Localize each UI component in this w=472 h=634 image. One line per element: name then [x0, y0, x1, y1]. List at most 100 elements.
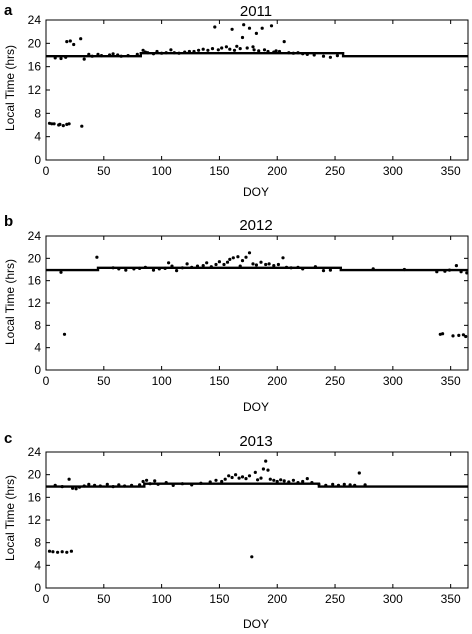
data-point — [357, 471, 361, 475]
data-point — [105, 482, 109, 486]
data-point — [132, 267, 136, 271]
data-point — [236, 255, 240, 259]
panel-letter: a — [4, 2, 13, 19]
data-point — [267, 262, 271, 266]
data-point — [155, 49, 159, 54]
x-tick-label: 0 — [43, 374, 50, 388]
data-point — [82, 484, 86, 488]
x-tick-label: 350 — [441, 592, 461, 606]
data-point — [201, 264, 205, 268]
baseline-series — [46, 52, 468, 58]
data-point — [247, 474, 252, 478]
data-point — [336, 483, 341, 487]
data-point — [268, 477, 272, 481]
data-point — [301, 479, 305, 484]
data-point — [220, 479, 224, 484]
data-point — [459, 270, 463, 274]
data-point — [310, 481, 314, 485]
data-point — [240, 475, 245, 479]
data-point — [227, 474, 231, 478]
data-point — [153, 479, 157, 483]
data-point — [192, 49, 196, 54]
data-point — [252, 48, 256, 52]
data-point — [461, 333, 465, 337]
data-point — [143, 265, 147, 269]
y-tick-label: 24 — [28, 13, 42, 27]
data-point — [77, 485, 82, 489]
data-point — [164, 481, 168, 485]
data-point — [170, 264, 174, 268]
data-point — [234, 473, 238, 477]
data-point — [64, 55, 68, 59]
x-tick-label: 300 — [383, 164, 403, 178]
data-point — [210, 47, 215, 51]
data-point — [269, 24, 274, 28]
data-point — [190, 265, 194, 269]
data-point — [60, 550, 64, 554]
data-point — [261, 467, 265, 471]
data-point — [244, 477, 248, 481]
data-point — [321, 54, 326, 58]
y-axis-label: Local Time (hrs) — [3, 259, 17, 345]
chart-title: 2011 — [240, 3, 272, 20]
data-point — [190, 483, 194, 487]
data-point — [335, 54, 339, 58]
data-point — [172, 51, 176, 55]
data-point — [96, 52, 100, 57]
x-axis-label: DOY — [243, 617, 269, 631]
data-point — [275, 479, 279, 484]
y-axis-label: Local Time (hrs) — [3, 475, 17, 561]
data-point — [225, 260, 230, 264]
y-tick-label: 24 — [28, 229, 42, 243]
data-point — [443, 269, 447, 273]
data-point — [95, 255, 99, 259]
data-point — [185, 262, 189, 266]
baseline-series — [46, 266, 468, 272]
baseline-series — [46, 482, 468, 488]
data-point — [232, 48, 237, 52]
data-point — [164, 51, 168, 55]
data-point — [313, 265, 317, 269]
data-point — [287, 480, 291, 484]
y-tick-label: 16 — [28, 490, 42, 504]
panel-a: a 2011 DOY Local Time (hrs) 0 4 8 12 16 20 24 0… — [3, 2, 469, 199]
data-point — [74, 487, 78, 491]
x-tick-label: 150 — [209, 164, 229, 178]
data-point — [171, 483, 175, 487]
data-point — [348, 483, 352, 487]
data-point — [67, 122, 71, 126]
data-point — [305, 52, 309, 57]
data-point — [156, 482, 160, 486]
data-point — [87, 482, 91, 486]
data-point — [247, 251, 252, 255]
data-point — [87, 52, 91, 57]
data-point — [441, 332, 445, 336]
data-point — [237, 476, 241, 480]
data-point — [257, 49, 261, 53]
x-tick-label: 50 — [97, 164, 111, 178]
data-point — [254, 31, 258, 35]
x-tick-label: 100 — [152, 164, 172, 178]
data-point — [126, 54, 130, 58]
x-tick-label: 0 — [43, 592, 50, 606]
data-point — [214, 478, 218, 482]
data-point — [108, 53, 112, 57]
data-point — [291, 51, 295, 55]
data-point — [68, 39, 72, 43]
y-tick-label: 20 — [28, 468, 42, 482]
data-point — [287, 51, 291, 55]
y-axis-label: Local Time (hrs) — [3, 45, 17, 131]
data-point — [231, 256, 235, 260]
data-point — [262, 48, 267, 52]
y-tick-label: 4 — [34, 558, 41, 572]
data-point — [284, 265, 289, 269]
data-point — [266, 49, 270, 54]
data-point — [256, 478, 260, 482]
data-point — [53, 483, 57, 487]
y-tick-label: 20 — [28, 251, 42, 265]
x-tick-label: 150 — [209, 592, 229, 606]
plot-frame — [45, 451, 469, 589]
data-point — [50, 122, 54, 126]
data-point — [82, 57, 86, 61]
data-point — [59, 56, 63, 61]
